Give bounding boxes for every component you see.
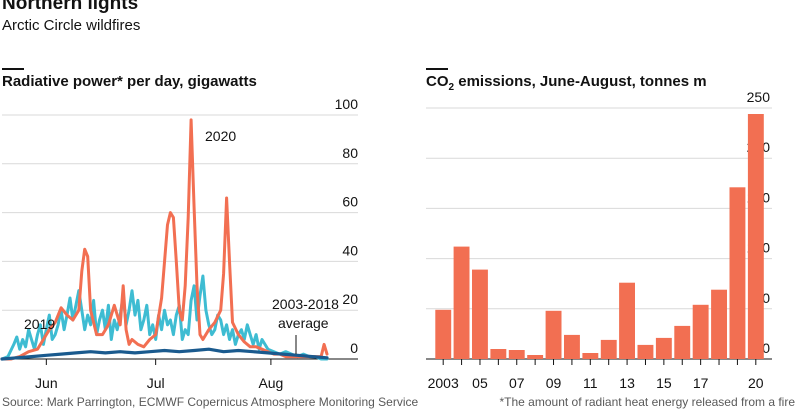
bar-2004: [453, 246, 470, 359]
bar-2008: [527, 355, 544, 359]
label-average-line2: average: [278, 315, 329, 331]
left-x-tick-label: Jul: [147, 375, 165, 391]
bar-2013: [619, 282, 635, 359]
label-average-line1: 2003-2018: [272, 296, 339, 312]
left-y-tick-label: 60: [342, 194, 358, 210]
bar-2017: [692, 304, 709, 359]
left-y-tick-label: 0: [350, 340, 358, 356]
right-x-tick-label: 13: [619, 375, 635, 391]
bar-2015: [655, 337, 672, 359]
left-x-tick-label: Aug: [258, 375, 283, 391]
right-x-tick-label: 09: [546, 375, 562, 391]
right-panel-title-main: CO: [426, 73, 449, 90]
left-y-tick-label: 20: [342, 291, 358, 307]
right-x-tick-label: 20: [748, 375, 764, 391]
left-y-tick-label: 100: [335, 96, 359, 112]
bar-2012: [600, 339, 617, 359]
right-panel-title-sub: 2: [448, 82, 455, 93]
left-y-tick-label: 80: [342, 145, 358, 161]
series-line-2019: [0, 274, 329, 361]
source-note: Source: Mark Parrington, ECMWF Copernicu…: [2, 395, 419, 409]
right-x-tick-label: 05: [472, 375, 488, 391]
left-y-tick-label: 40: [342, 242, 358, 258]
left-x-tick-label: Jun: [35, 375, 58, 391]
right-panel-title: CO2 emissions, June-August, tonnes m: [426, 73, 707, 93]
right-x-tick-label: 11: [583, 375, 598, 391]
bar-2006: [490, 349, 507, 359]
chart-title: Northern lights: [2, 0, 139, 14]
right-x-tick-label: 17: [693, 375, 709, 391]
bar-2007: [508, 350, 525, 359]
bar-2016: [674, 325, 691, 359]
right-panel-rule: [426, 68, 448, 70]
bar-2018: [711, 289, 727, 359]
bar-2003: [435, 309, 452, 359]
chart-subtitle: Arctic Circle wildfires: [2, 17, 141, 34]
bar-2010: [564, 334, 580, 359]
left-panel-rule: [2, 68, 24, 70]
left-panel-title: Radiative power* per day, gigawatts: [2, 73, 257, 90]
footnote: *The amount of radiant heat energy relea…: [499, 395, 796, 409]
right-y-tick-label: 250: [747, 89, 771, 105]
right-panel-title-rest: emissions, June-August, tonnes m: [454, 73, 707, 90]
right-y-tick-label: 0: [762, 340, 770, 356]
bar-2014: [637, 344, 654, 359]
bar-2011: [582, 353, 599, 359]
label-2019: 2019: [24, 316, 55, 332]
series-line-2003-2018-average: [0, 347, 329, 361]
bar-2005: [472, 269, 488, 359]
right-x-tick-label: 15: [656, 375, 672, 391]
bar-2009: [545, 310, 562, 359]
right-x-tick-label: 07: [509, 375, 525, 391]
right-x-tick-label: 2003: [428, 375, 459, 391]
label-2020: 2020: [205, 128, 236, 144]
bar-2019: [729, 187, 746, 359]
bar-2020: [747, 114, 764, 359]
